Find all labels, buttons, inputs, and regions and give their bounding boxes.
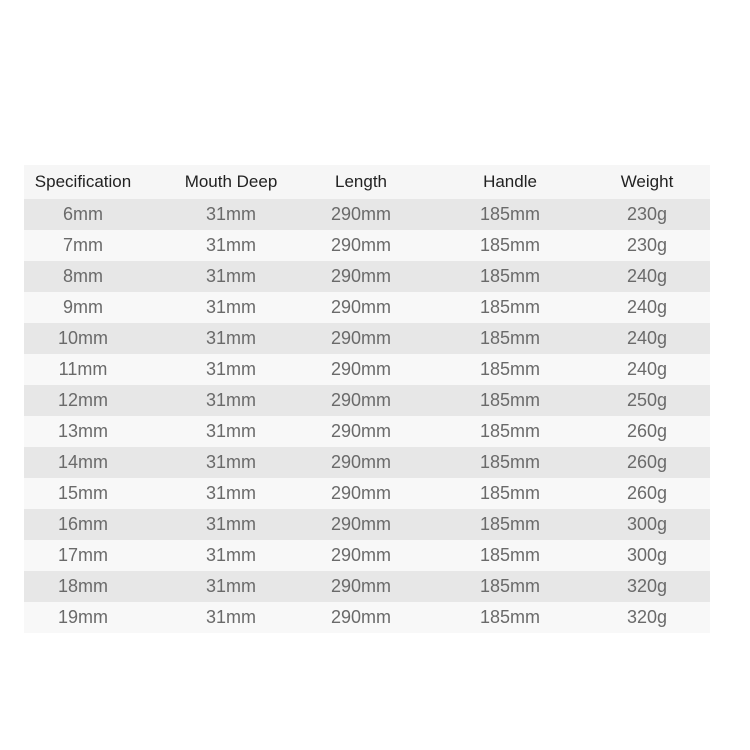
- table-cell: 17mm: [57, 545, 109, 565]
- table-row: 6mm 31mm 290mm 185mm 230g: [24, 199, 710, 230]
- table-cell: 6mm: [63, 204, 103, 224]
- table-cell: 290mm: [330, 328, 392, 348]
- table-row: 16mm 31mm 290mm 185mm 300g: [24, 509, 710, 540]
- header-cell: Specification: [34, 172, 132, 191]
- table-cell: 260g: [626, 452, 668, 472]
- table-row: 7mm 31mm 290mm 185mm 230g: [24, 230, 710, 261]
- table-cell: 19mm: [57, 607, 109, 627]
- table-cell: 11mm: [58, 359, 108, 379]
- table-cell: 290mm: [330, 266, 392, 286]
- table-cell: 185mm: [479, 235, 541, 255]
- header-cell: Weight: [620, 172, 674, 191]
- table-row: 14mm 31mm 290mm 185mm 260g: [24, 447, 710, 478]
- table-cell: 31mm: [205, 576, 257, 596]
- table-cell: 14mm: [57, 452, 109, 472]
- table-cell: 300g: [626, 514, 668, 534]
- table-cell: 290mm: [330, 514, 392, 534]
- header-cell: Handle: [483, 172, 537, 191]
- table-row: 17mm 31mm 290mm 185mm 300g: [24, 540, 710, 571]
- table-cell: 31mm: [205, 421, 257, 441]
- table-cell: 9mm: [63, 297, 103, 317]
- table-cell: 12mm: [57, 390, 109, 410]
- table-cell: 260g: [626, 421, 668, 441]
- table-cell: 290mm: [330, 545, 392, 565]
- table-cell: 8mm: [63, 266, 103, 286]
- table-cell: 320g: [626, 576, 668, 596]
- table-cell: 290mm: [330, 359, 392, 379]
- table-cell: 185mm: [479, 483, 541, 503]
- table-cell: 320g: [626, 607, 668, 627]
- table-cell: 185mm: [479, 359, 541, 379]
- table-cell: 31mm: [205, 483, 257, 503]
- table-cell: 185mm: [479, 390, 541, 410]
- table-cell: 290mm: [330, 390, 392, 410]
- table-cell: 185mm: [479, 607, 541, 627]
- table-cell: 185mm: [479, 545, 541, 565]
- table-cell: 185mm: [479, 421, 541, 441]
- table-cell: 31mm: [205, 235, 257, 255]
- header-cell: Mouth Deep: [184, 172, 278, 191]
- table-cell: 185mm: [479, 452, 541, 472]
- table-cell: 185mm: [479, 297, 541, 317]
- table-cell: 240g: [626, 328, 668, 348]
- table-row: 13mm 31mm 290mm 185mm 260g: [24, 416, 710, 447]
- table-cell: 290mm: [330, 576, 392, 596]
- table-cell: 290mm: [330, 297, 392, 317]
- table-cell: 230g: [626, 235, 668, 255]
- table-cell: 230g: [626, 204, 668, 224]
- table-row: 11mm 31mm 290mm 185mm 240g: [24, 354, 710, 385]
- table-cell: 240g: [626, 266, 668, 286]
- table-cell: 15mm: [57, 483, 109, 503]
- table-cell: 185mm: [479, 266, 541, 286]
- table-cell: 185mm: [479, 576, 541, 596]
- table-row: 18mm 31mm 290mm 185mm 320g: [24, 571, 710, 602]
- header-cell: Length: [335, 172, 387, 191]
- table-row: 8mm 31mm 290mm 185mm 240g: [24, 261, 710, 292]
- table-cell: 240g: [626, 297, 668, 317]
- table-cell: 185mm: [479, 328, 541, 348]
- table-cell: 31mm: [205, 607, 257, 627]
- table-cell: 31mm: [205, 204, 257, 224]
- table-cell: 290mm: [330, 204, 392, 224]
- table-row: 9mm 31mm 290mm 185mm 240g: [24, 292, 710, 323]
- spec-table: Specification Mouth Deep Length Handle W…: [24, 165, 710, 633]
- table-cell: 31mm: [205, 545, 257, 565]
- table-cell: 10mm: [57, 328, 109, 348]
- table-cell: 13mm: [57, 421, 109, 441]
- table-cell: 16mm: [57, 514, 109, 534]
- table-cell: 290mm: [330, 607, 392, 627]
- table-cell: 31mm: [205, 328, 257, 348]
- table-row: 12mm 31mm 290mm 185mm 250g: [24, 385, 710, 416]
- table-cell: 31mm: [205, 266, 257, 286]
- table-cell: 18mm: [57, 576, 109, 596]
- table-row: 10mm 31mm 290mm 185mm 240g: [24, 323, 710, 354]
- table-cell: 290mm: [330, 452, 392, 472]
- table-cell: 31mm: [205, 514, 257, 534]
- table-cell: 31mm: [205, 452, 257, 472]
- table-cell: 31mm: [205, 359, 257, 379]
- table-cell: 240g: [626, 359, 668, 379]
- table-cell: 290mm: [330, 235, 392, 255]
- table-cell: 290mm: [330, 421, 392, 441]
- table-cell: 31mm: [205, 297, 257, 317]
- table-cell: 31mm: [205, 390, 257, 410]
- table-row: 15mm 31mm 290mm 185mm 260g: [24, 478, 710, 509]
- table-cell: 7mm: [63, 235, 103, 255]
- table-cell: 185mm: [479, 514, 541, 534]
- table-cell: 300g: [626, 545, 668, 565]
- table-header: Specification Mouth Deep Length Handle W…: [24, 165, 710, 199]
- table-cell: 250g: [626, 390, 668, 410]
- table-cell: 290mm: [330, 483, 392, 503]
- table-row: 19mm 31mm 290mm 185mm 320g: [24, 602, 710, 633]
- table-cell: 185mm: [479, 204, 541, 224]
- table-cell: 260g: [626, 483, 668, 503]
